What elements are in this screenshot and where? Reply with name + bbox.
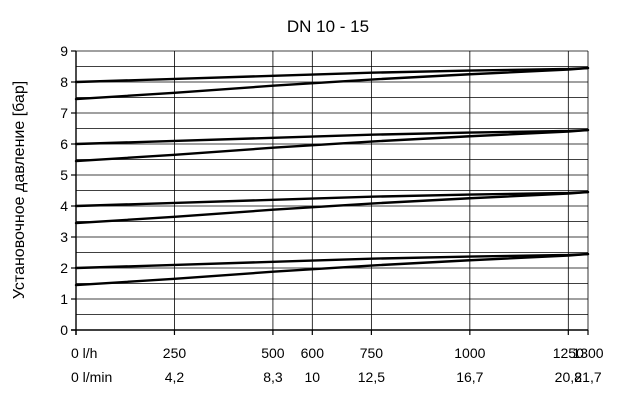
x-tick-label-lmin: 10 — [305, 369, 321, 385]
x-tick-label-lh: 0 l/h — [71, 345, 97, 361]
series-line-3 — [74, 128, 590, 146]
series-line-5 — [74, 190, 590, 208]
x-tick-label-lmin: 0 l/min — [71, 369, 112, 385]
series-line-6 — [74, 190, 590, 225]
series-line-1 — [74, 66, 590, 84]
grid — [75, 50, 589, 331]
y-axis-label: Установочное давление [бар] — [11, 81, 28, 299]
series-line-4 — [74, 128, 590, 163]
chart-title: DN 10 - 15 — [287, 17, 369, 36]
tick-labels: 0 1 2 3 4 5 6 7 8 9 0 l/h 0 l/min 250 4,2 500 8,3 600 10 7… — [60, 43, 604, 385]
x-tick-label-lmin: 20,8 — [555, 369, 582, 385]
x-tick-label-lh: 1250 — [553, 345, 584, 361]
x-tick-label-lmin: 16,7 — [456, 369, 483, 385]
y-tick-label: 3 — [60, 229, 68, 245]
y-tick-label: 2 — [60, 260, 68, 276]
series-line-8 — [74, 252, 590, 287]
x-tick-label-lh: 250 — [163, 345, 187, 361]
y-tick-label: 8 — [60, 74, 68, 90]
x-tick-label-lh: 1000 — [454, 345, 485, 361]
x-tick-label-lmin: 8,3 — [263, 369, 283, 385]
x-tick-label-lmin: 21,7 — [574, 369, 601, 385]
y-tick-label: 1 — [60, 291, 68, 307]
x-tick-label-lh: 500 — [261, 345, 285, 361]
series-line-7 — [74, 252, 590, 270]
y-tick-label: 4 — [60, 198, 68, 214]
series-line-2 — [74, 66, 590, 101]
x-tick-label-lh: 750 — [360, 345, 384, 361]
x-tick-label-lh: 600 — [301, 345, 325, 361]
x-tick-label-lmin: 12,5 — [358, 369, 385, 385]
series-lines — [74, 66, 590, 287]
y-tick-label: 0 — [60, 322, 68, 338]
y-tick-label: 9 — [60, 43, 68, 59]
y-tick-label: 6 — [60, 136, 68, 152]
x-tick-label-lmin: 4,2 — [165, 369, 185, 385]
y-tick-label: 5 — [60, 167, 68, 183]
y-tick-label: 7 — [60, 105, 68, 121]
x-tick-label-lh: 1300 — [572, 345, 603, 361]
